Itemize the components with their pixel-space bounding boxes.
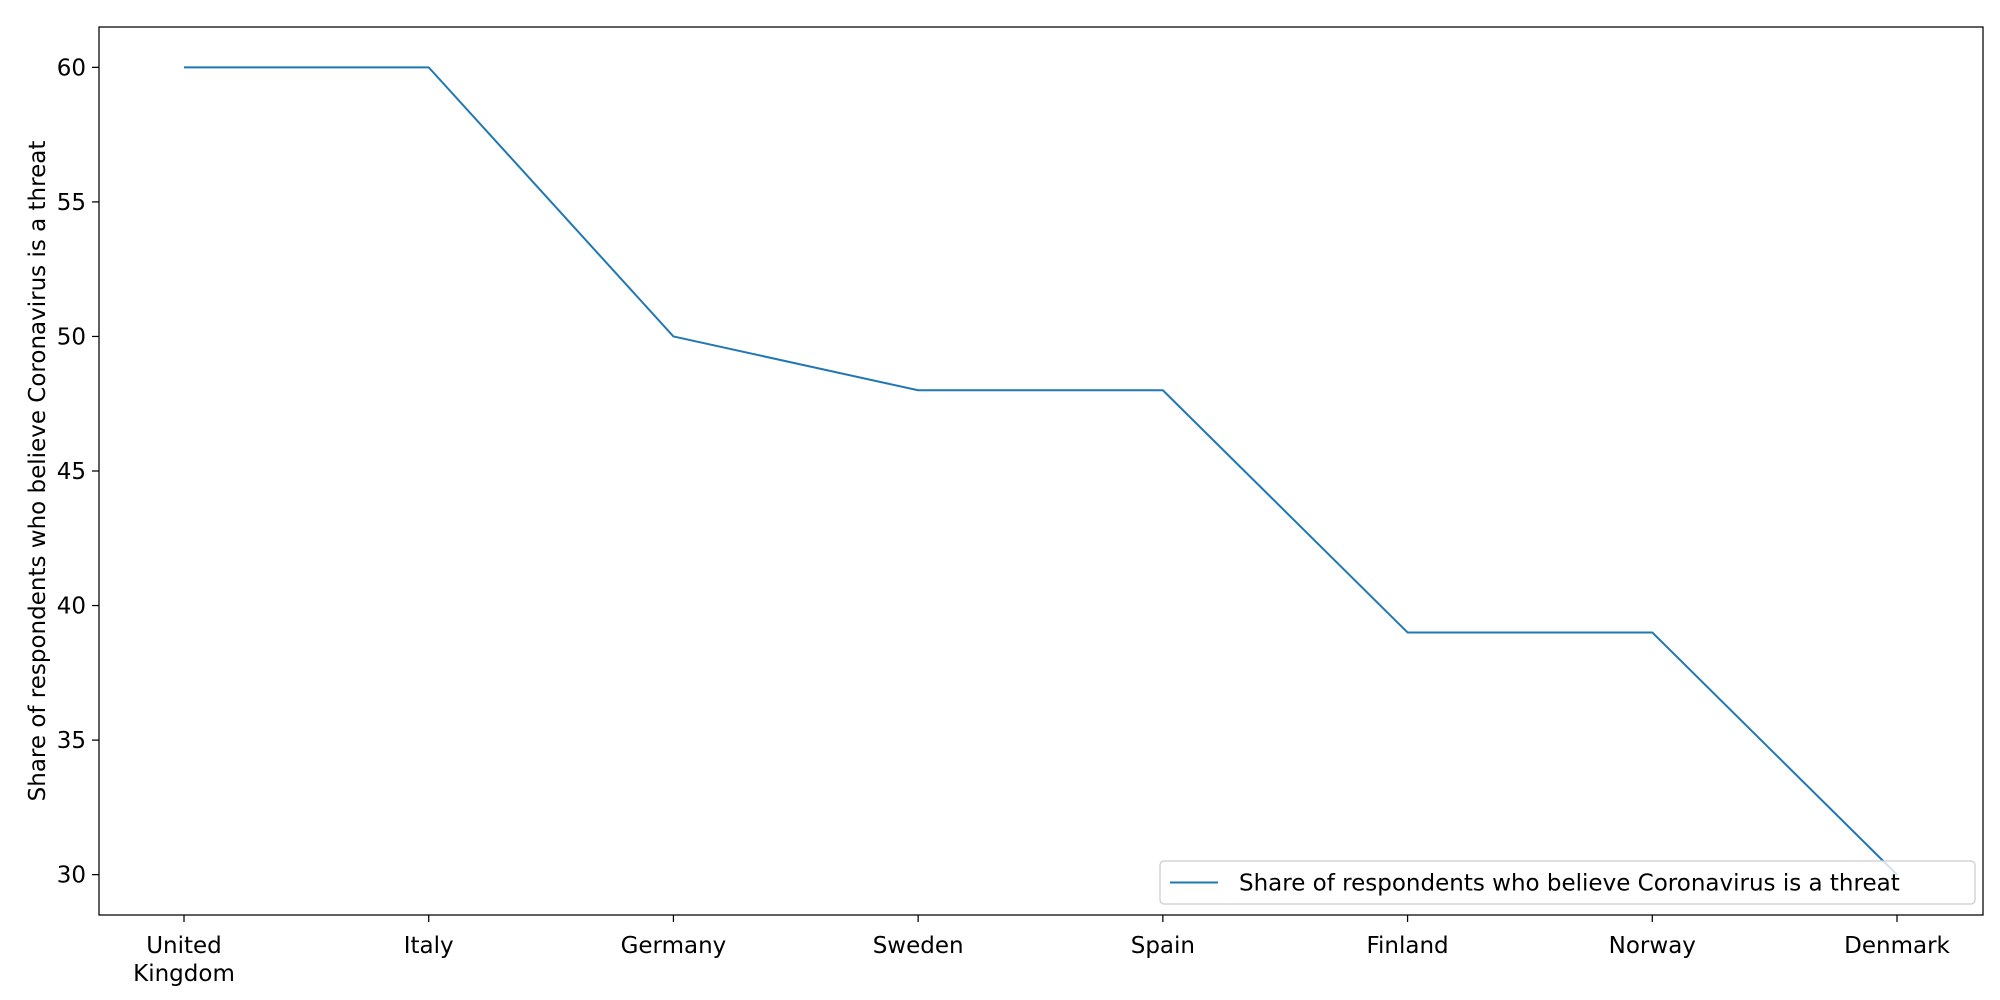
y-tick-label: 50 [57,324,86,350]
x-tick-label: Sweden [873,933,964,959]
x-tick-label: Spain [1131,933,1195,959]
x-tick-label: Italy [404,933,454,959]
legend-box [1159,860,1976,905]
y-axis-label: Share of respondents who believe Coronav… [25,141,51,802]
legend-label: Share of respondents who believe Coronav… [1239,871,1900,897]
y-axis-ticks: 30 35 40 45 50 55 60 [57,55,99,889]
legend: Share of respondents who believe Coronav… [1159,860,1976,905]
x-tick-label: Denmark [1844,933,1950,959]
y-tick-label: 35 [57,728,86,754]
plot-area [98,26,1984,916]
y-tick-label: 45 [57,459,86,485]
x-tick-label: Germany [621,933,727,959]
y-tick-label: 30 [57,863,86,889]
x-tick-label: Norway [1609,933,1696,959]
x-tick-label: Finland [1366,933,1448,959]
y-tick-label: 55 [57,190,86,216]
series-lines [184,66,1898,876]
series-line [184,66,1898,876]
x-axis-ticks: United Kingdom Italy Germany Sweden Spain Finl… [133,915,1951,987]
y-tick-label: 40 [57,594,86,620]
x-tick-label: United Kingdom [133,933,235,987]
y-tick-label: 60 [57,55,86,81]
